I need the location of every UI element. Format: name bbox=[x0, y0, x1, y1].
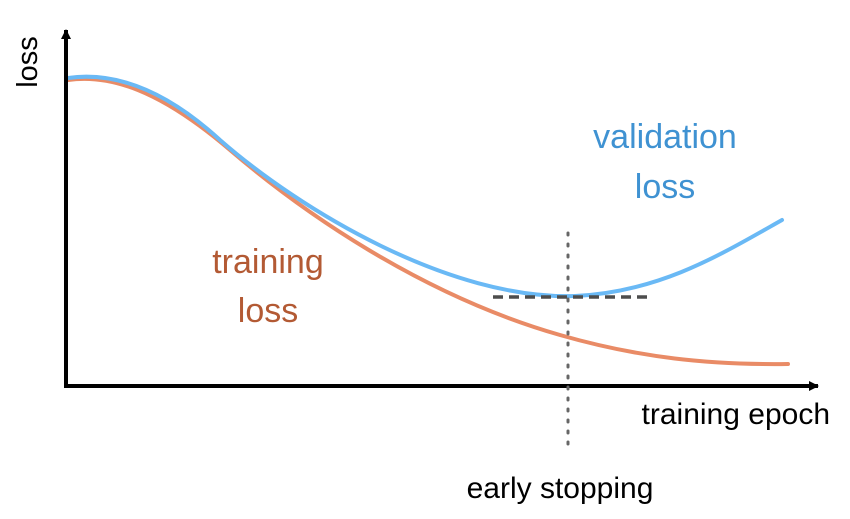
training-loss-label-line2: loss bbox=[238, 292, 298, 330]
training-loss-label-line1: training bbox=[212, 243, 324, 281]
early-stopping-label: early stopping bbox=[467, 472, 654, 505]
training-loss-curve bbox=[66, 76, 790, 367]
x-axis-label: training epoch bbox=[642, 398, 830, 431]
validation-loss-label-line2: loss bbox=[635, 168, 695, 206]
validation-loss-label-line1: validation bbox=[593, 118, 737, 156]
validation-loss-curve bbox=[66, 74, 784, 299]
y-axis-label: loss bbox=[12, 36, 44, 88]
